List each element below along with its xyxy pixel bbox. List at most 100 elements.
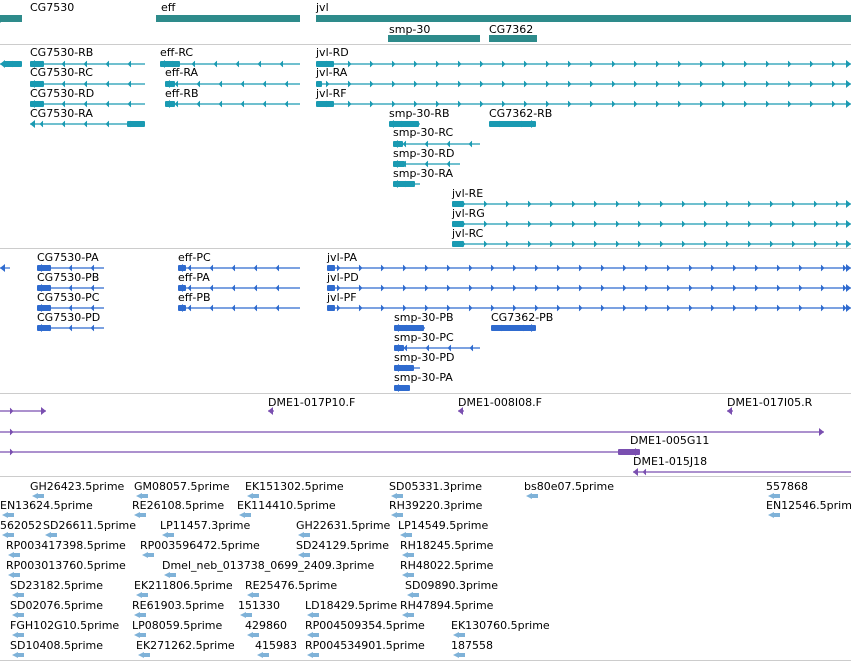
est-feature[interactable]: RE26108.5prime <box>132 499 224 518</box>
est-feature[interactable]: LP11457.3prime <box>160 519 251 538</box>
est-feature[interactable]: 415983 <box>255 639 297 658</box>
est-feature[interactable]: RH18245.5prime <box>400 539 494 558</box>
est-feature[interactable]: RH47894.5prime <box>400 599 494 618</box>
est-feature[interactable]: 562052 <box>0 519 42 538</box>
protein-feature[interactable]: CG7530-PB <box>37 271 104 292</box>
clone-feature-label: DME1-017I05.R <box>727 396 813 409</box>
transcript-feature[interactable]: CG7530-RD <box>30 87 145 108</box>
transcript-feature[interactable]: jvl-RA <box>315 66 851 88</box>
est-feature[interactable]: RE61903.5prime <box>132 599 224 618</box>
protein-feature[interactable]: smp-30-PB <box>394 311 454 332</box>
transcript-feature[interactable]: CG7530-RB <box>30 46 145 68</box>
protein-feature[interactable]: jvl-PD <box>326 271 851 292</box>
clone-feature[interactable]: DME1-017P10.F <box>268 396 355 415</box>
clone-feature[interactable] <box>0 407 46 415</box>
gene-feature[interactable]: CG7530 <box>0 1 74 23</box>
transcript-feature[interactable] <box>0 60 22 68</box>
transcript-feature[interactable]: smp-30-RD <box>393 147 460 168</box>
est-feature[interactable]: bs80e07.5prime <box>524 480 614 499</box>
est-feature[interactable]: EK114410.5prime <box>237 499 336 518</box>
est-feature[interactable]: 557868 <box>766 480 808 499</box>
est-feature[interactable]: LP14549.5prime <box>398 519 489 538</box>
protein-feature[interactable]: smp-30-PA <box>394 371 453 392</box>
est-feature[interactable]: SD09890.3prime <box>405 579 498 598</box>
est-feature[interactable]: EK211806.5prime <box>134 579 233 598</box>
protein-feature[interactable]: CG7362-PB <box>491 311 553 332</box>
est-feature[interactable]: SD26611.5prime <box>43 519 136 538</box>
transcript-feature[interactable]: CG7362-RB <box>489 107 552 128</box>
est-feature[interactable]: FGH102G10.5prime <box>10 619 119 638</box>
protein-feature[interactable]: eff-PB <box>178 291 300 312</box>
transcript-feature[interactable]: smp-30-RA <box>393 167 454 188</box>
est-label: EK211806.5prime <box>134 579 233 592</box>
est-feature[interactable]: EK130760.5prime <box>451 619 550 638</box>
est-label: RH48022.5prime <box>400 559 494 572</box>
transcript-feature[interactable]: smp-30-RB <box>389 107 450 128</box>
est-feature[interactable]: EN12546.5prime <box>766 499 851 518</box>
protein-feature[interactable]: CG7530-PD <box>37 311 104 332</box>
est-feature[interactable]: RE25476.5prime <box>245 579 337 598</box>
est-label: EK271262.5prime <box>136 639 235 652</box>
est-feature[interactable]: SD02076.5prime <box>10 599 103 618</box>
clone-feature[interactable]: DME1-005G11 <box>0 434 709 456</box>
gene-feature[interactable]: jvl <box>315 1 851 22</box>
est-label: 187558 <box>451 639 493 652</box>
transcript-feature[interactable]: jvl-RF <box>315 87 851 108</box>
est-feature[interactable]: LP08059.5prime <box>132 619 223 638</box>
est-feature[interactable]: SD24129.5prime <box>296 539 389 558</box>
protein-feature[interactable]: smp-30-PD <box>394 351 454 372</box>
transcript-feature[interactable]: jvl-RC <box>451 227 851 248</box>
est-feature[interactable]: RP003596472.5prime <box>140 539 260 558</box>
protein-feature[interactable]: smp-30-PC <box>394 331 480 352</box>
est-label: RE25476.5prime <box>245 579 337 592</box>
est-feature[interactable]: RP004534901.5prime <box>305 639 425 658</box>
transcript-feature[interactable]: jvl-RE <box>451 187 851 208</box>
est-feature[interactable]: SD23182.5prime <box>10 579 103 598</box>
protein-feature[interactable]: eff-PC <box>178 251 300 272</box>
est-feature[interactable]: LD18429.5prime <box>305 599 397 618</box>
est-feature[interactable]: GH22631.5prime <box>296 519 391 538</box>
est-feature[interactable]: GH26423.5prime <box>30 480 125 499</box>
protein-feature[interactable] <box>0 264 10 272</box>
transcript-feature[interactable]: eff-RB <box>165 87 300 108</box>
transcript-feature[interactable]: jvl-RG <box>451 207 851 228</box>
est-feature[interactable]: 429860 <box>245 619 287 638</box>
est-feature[interactable]: RH48022.5prime <box>400 559 494 578</box>
protein-feature[interactable]: CG7530-PC <box>37 291 104 312</box>
est-label: RP004534901.5prime <box>305 639 425 652</box>
clone-feature[interactable]: DME1-017I05.R <box>727 396 813 415</box>
est-feature[interactable]: GM08057.5prime <box>134 480 230 499</box>
est-feature[interactable]: RP003013760.5prime <box>6 559 126 578</box>
est-label: EK114410.5prime <box>237 499 336 512</box>
est-feature[interactable]: EK151302.5prime <box>245 480 344 499</box>
est-feature[interactable]: SD05331.3prime <box>389 480 482 499</box>
gene-label: eff <box>161 1 176 14</box>
est-feature[interactable]: EK271262.5prime <box>136 639 235 658</box>
clone-feature[interactable]: DME1-008I08.F <box>458 396 542 415</box>
transcript-feature[interactable]: CG7530-RC <box>30 66 145 88</box>
est-feature[interactable]: Dmel_neb_013738_0699_2409.3prime <box>162 559 374 578</box>
est-feature[interactable]: RH39220.3prime <box>389 499 483 518</box>
clone-feature[interactable]: DME1-015J18 <box>633 455 851 476</box>
est-feature[interactable]: 151330 <box>238 599 280 618</box>
est-label: EK130760.5prime <box>451 619 550 632</box>
protein-feature[interactable]: jvl-PA <box>326 251 851 272</box>
est-feature[interactable]: EN13624.5prime <box>0 499 93 518</box>
protein-feature[interactable]: jvl-PF <box>326 291 851 312</box>
transcript-feature[interactable]: CG7530-RA <box>30 107 145 128</box>
transcript-feature[interactable]: eff-RA <box>165 66 300 88</box>
transcript-feature[interactable]: eff-RC <box>160 46 300 68</box>
clone-feature[interactable] <box>0 428 824 436</box>
transcript-feature[interactable]: smp-30-RC <box>393 126 480 148</box>
protein-feature[interactable]: eff-PA <box>178 271 300 292</box>
gene-feature[interactable]: CG7362 <box>489 23 537 42</box>
est-feature[interactable]: RP004509354.5prime <box>305 619 425 638</box>
transcript-feature[interactable]: jvl-RD <box>315 46 851 68</box>
est-feature[interactable]: SD10408.5prime <box>10 639 103 658</box>
est-feature[interactable]: RP003417398.5prime <box>6 539 126 558</box>
protein-feature-label: smp-30-PD <box>394 351 454 364</box>
gene-feature[interactable]: smp-30 <box>388 23 480 42</box>
est-feature[interactable]: 187558 <box>451 639 493 658</box>
gene-feature[interactable]: eff <box>156 1 300 22</box>
protein-feature[interactable]: CG7530-PA <box>37 251 104 272</box>
